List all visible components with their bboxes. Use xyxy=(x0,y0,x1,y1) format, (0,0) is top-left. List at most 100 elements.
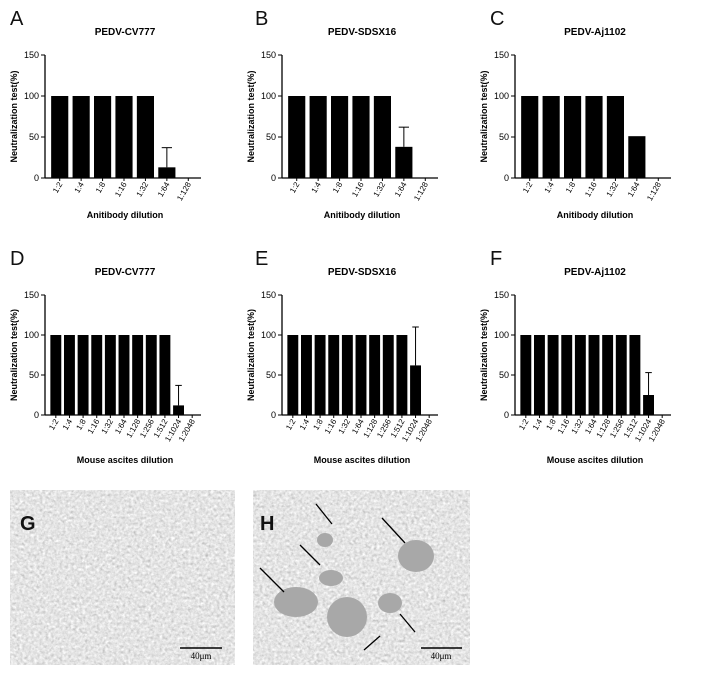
x-tick-label: 1:16 xyxy=(556,417,572,435)
y-tick-label: 150 xyxy=(261,290,276,300)
plaques xyxy=(274,533,434,637)
error-bar xyxy=(161,147,172,168)
error-bar xyxy=(175,384,182,406)
bar xyxy=(288,96,306,178)
y-tick-label: 0 xyxy=(34,173,39,183)
chart-title: PEDV-CV777 xyxy=(95,27,156,38)
x-axis-label: Anitibody dilution xyxy=(87,210,163,220)
x-tick-label: 1:4 xyxy=(543,180,557,195)
x-tick-label: 1:128 xyxy=(412,180,430,202)
chart-title: PEDV-SDSX16 xyxy=(328,27,397,38)
bar xyxy=(561,335,573,415)
chart-title: PEDV-Aj1102 xyxy=(564,27,626,38)
bar xyxy=(50,335,62,415)
y-tick-label: 100 xyxy=(261,91,276,101)
y-tick-label: 0 xyxy=(271,410,276,420)
error-bar xyxy=(645,372,652,395)
y-tick-label: 150 xyxy=(494,290,509,300)
x-tick-label: 1:8 xyxy=(331,180,345,195)
bar xyxy=(91,335,103,415)
panel-label: A xyxy=(10,8,24,30)
chart: F PEDV-Aj1102 Neutralization test(%) Mouse … xyxy=(479,248,671,465)
panel-label: C xyxy=(490,8,504,30)
error-bar xyxy=(412,326,419,366)
bar xyxy=(118,335,130,415)
bar xyxy=(145,335,157,415)
x-tick-label: 1:16 xyxy=(86,417,102,435)
x-tick-label: 1:32 xyxy=(100,417,116,435)
y-tick-label: 50 xyxy=(266,132,276,142)
y-axis-label: Neutralization test(%) xyxy=(246,309,256,401)
bar xyxy=(382,335,394,415)
panel-label: B xyxy=(255,8,268,30)
y-tick-label: 150 xyxy=(24,290,39,300)
bar xyxy=(64,335,75,415)
x-axis-label: Mouse ascites dilution xyxy=(77,455,174,465)
bar xyxy=(520,335,532,415)
x-tick-label: 1:16 xyxy=(350,180,366,198)
y-axis-label: Neutralization test(%) xyxy=(9,70,19,162)
y-tick-label: 100 xyxy=(24,91,39,101)
bar xyxy=(396,335,408,415)
x-tick-label: 1:2 xyxy=(51,180,65,195)
bar xyxy=(309,96,327,178)
x-tick-label: 1:64 xyxy=(156,180,172,198)
x-tick-label: 1:8 xyxy=(94,180,108,195)
chart: A PEDV-CV777 Neutralization test(%) Anitibo… xyxy=(9,8,201,220)
x-tick-label: 1:2 xyxy=(288,180,302,195)
bar xyxy=(643,395,654,415)
bar xyxy=(51,96,69,178)
bar xyxy=(77,335,89,415)
bar xyxy=(301,335,312,415)
panel-label: D xyxy=(10,248,24,270)
y-axis-label: Neutralization test(%) xyxy=(9,309,19,401)
bar xyxy=(369,335,381,415)
bar xyxy=(373,96,391,178)
x-tick-label: 1:32 xyxy=(372,180,388,198)
arrows xyxy=(259,503,416,651)
x-tick-label: 1:32 xyxy=(570,417,586,435)
y-axis-label: Neutralization test(%) xyxy=(246,70,256,162)
bar xyxy=(629,335,641,415)
chart-title: PEDV-SDSX16 xyxy=(328,267,397,278)
bar xyxy=(355,335,367,415)
bar xyxy=(287,335,299,415)
bar xyxy=(136,96,154,178)
bar xyxy=(542,96,560,178)
y-tick-label: 0 xyxy=(34,410,39,420)
bar xyxy=(585,96,603,178)
y-axis-label: Neutralization test(%) xyxy=(479,70,489,162)
y-tick-label: 100 xyxy=(494,330,509,340)
panel-label: H xyxy=(260,513,274,535)
y-tick-label: 100 xyxy=(24,330,39,340)
bar xyxy=(72,96,90,178)
y-tick-label: 0 xyxy=(271,173,276,183)
scale-label: 40μm xyxy=(191,651,212,661)
panel-label: E xyxy=(255,248,268,270)
bar xyxy=(158,167,176,178)
y-tick-label: 50 xyxy=(29,370,39,380)
x-tick-label: 1:8 xyxy=(564,180,578,195)
y-tick-label: 50 xyxy=(499,132,509,142)
y-tick-label: 100 xyxy=(494,91,509,101)
bar xyxy=(104,335,116,415)
bar xyxy=(352,96,370,178)
x-tick-label: 1:64 xyxy=(393,180,409,198)
x-axis-label: Mouse ascites dilution xyxy=(314,455,411,465)
x-tick-label: 1:4 xyxy=(310,180,324,195)
bar xyxy=(132,335,144,415)
bar xyxy=(534,335,545,415)
error-bar xyxy=(398,126,409,147)
bar xyxy=(602,335,614,415)
y-tick-label: 150 xyxy=(24,50,39,60)
x-tick-label: 1:32 xyxy=(337,417,353,435)
x-axis-label: Anitibody dilution xyxy=(324,210,400,220)
chart: E PEDV-SDSX16 Neutralization test(%) Mouse … xyxy=(246,248,438,465)
x-axis-label: Anitibody dilution xyxy=(557,210,633,220)
bar xyxy=(588,335,600,415)
chart: D PEDV-CV777 Neutralization test(%) Mouse a… xyxy=(9,248,201,465)
x-tick-label: 1:2 xyxy=(47,417,61,432)
y-tick-label: 50 xyxy=(499,370,509,380)
bar xyxy=(341,335,353,415)
